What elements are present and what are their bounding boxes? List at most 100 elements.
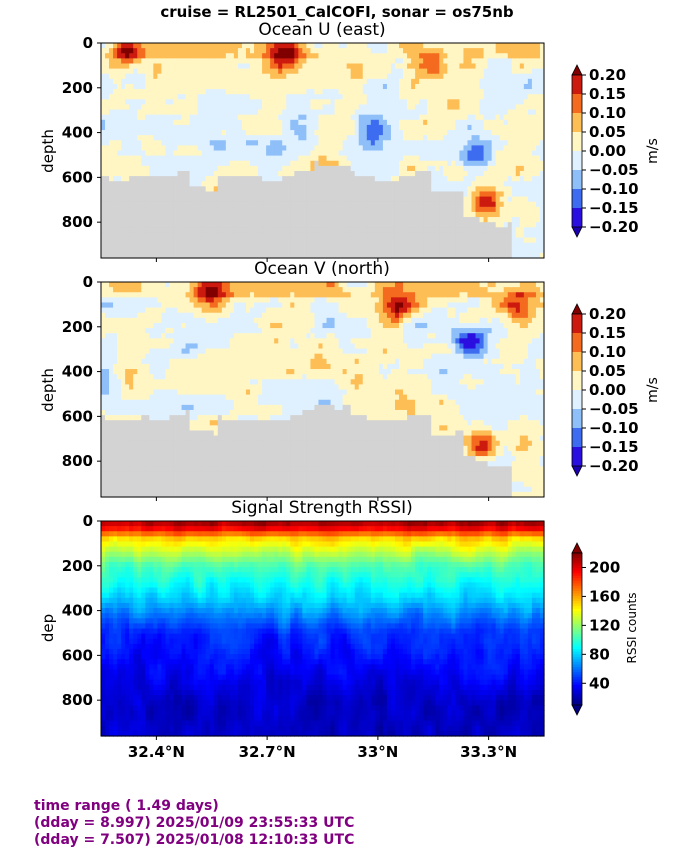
heatmap-cell	[233, 222, 239, 228]
heatmap-cell	[342, 150, 348, 157]
heatmap-cell	[113, 435, 118, 442]
heatmap-cell	[225, 160, 231, 167]
heatmap-cell	[403, 104, 408, 111]
heatmap-cell	[350, 124, 356, 131]
heatmap-cell	[165, 155, 171, 162]
heatmap-cell	[101, 486, 106, 493]
heatmap-cell	[125, 466, 130, 473]
heatmap-cell	[386, 83, 392, 90]
heatmap-cell	[491, 73, 497, 80]
heatmap-cell	[318, 155, 324, 162]
heatmap-cell	[362, 217, 368, 223]
heatmap-cell	[330, 119, 336, 126]
heatmap-cell	[338, 201, 344, 208]
heatmap-cell	[394, 252, 400, 259]
heatmap-cell	[535, 140, 541, 146]
heatmap-cell	[125, 369, 130, 375]
heatmap-cell	[455, 109, 461, 116]
heatmap-cell	[382, 206, 388, 213]
heatmap-cell	[262, 68, 267, 75]
heatmap-cell	[390, 145, 396, 152]
heatmap-cell	[362, 176, 368, 182]
heatmap-cell	[105, 394, 110, 401]
heatmap-cell	[523, 145, 529, 152]
heatmap-cell	[310, 145, 316, 152]
heatmap-cell	[350, 165, 356, 172]
heatmap-cell	[539, 155, 545, 162]
heatmap-cell	[149, 227, 154, 234]
heatmap-cell	[539, 109, 545, 116]
heatmap-cell	[527, 63, 533, 70]
heatmap-cell	[374, 222, 380, 228]
heatmap-cell	[245, 242, 251, 249]
heatmap-cell	[173, 73, 179, 80]
heatmap-cell	[129, 181, 134, 187]
heatmap-cell	[346, 48, 352, 54]
heatmap-cell	[233, 73, 239, 80]
heatmap-cell	[278, 94, 283, 100]
heatmap-cell	[334, 63, 340, 70]
heatmap-cell	[113, 104, 118, 111]
heatmap-cell	[306, 68, 312, 75]
heatmap-cell	[149, 176, 154, 182]
heatmap-cell	[117, 312, 122, 319]
heatmap-cell	[310, 252, 316, 259]
heatmap-cell	[165, 53, 171, 59]
heatmap-cell	[463, 43, 469, 49]
heatmap-cell	[101, 322, 106, 329]
heatmap-cell	[382, 48, 388, 54]
heatmap-cell	[419, 170, 424, 177]
heatmap-cell	[511, 68, 517, 75]
heatmap-cell	[487, 181, 493, 187]
heatmap-cell	[201, 227, 207, 234]
heatmap-cell	[419, 217, 424, 223]
heatmap-cell	[294, 201, 299, 208]
heatmap-cell	[225, 43, 231, 49]
heatmap-cell	[507, 176, 513, 182]
heatmap-cell	[411, 48, 416, 54]
panel-title-ocean-u: Ocean U (east)	[258, 20, 385, 40]
heatmap-cell	[515, 58, 521, 65]
heatmap-cell	[326, 130, 332, 136]
heatmap-cell	[491, 155, 497, 162]
heatmap-cell	[278, 165, 283, 172]
heatmap-cell	[523, 63, 529, 70]
heatmap-cell	[117, 307, 122, 314]
heatmap-cell	[399, 53, 404, 59]
heatmap-cell	[213, 73, 219, 80]
heatmap-cell	[491, 252, 497, 259]
heatmap-cell	[205, 83, 211, 90]
heatmap-cell	[262, 237, 267, 244]
heatmap-cell	[298, 247, 303, 254]
heatmap-cell	[286, 53, 291, 59]
heatmap-cell	[318, 43, 324, 49]
heatmap-cell	[382, 217, 388, 223]
heatmap-cell	[294, 78, 299, 85]
heatmap-cell	[330, 43, 336, 49]
heatmap-cell	[487, 160, 493, 167]
heatmap-cell	[221, 109, 227, 116]
heatmap-cell	[181, 222, 187, 228]
heatmap-cell	[382, 109, 388, 116]
heatmap-cell	[419, 227, 424, 234]
heatmap-cell	[149, 201, 154, 208]
heatmap-cell	[282, 124, 287, 131]
heatmap-cell	[443, 124, 448, 131]
heatmap-cell	[165, 145, 171, 152]
heatmap-cell	[133, 109, 138, 116]
heatmap-cell	[354, 73, 360, 80]
heatmap-cell	[503, 63, 509, 70]
heatmap-cell	[443, 53, 448, 59]
heatmap-cell	[455, 135, 461, 141]
heatmap-cell	[539, 140, 545, 146]
heatmap-cell	[193, 73, 199, 80]
heatmap-cell	[507, 232, 513, 239]
heatmap-cell	[149, 63, 154, 70]
heatmap-cell	[531, 191, 537, 198]
heatmap-cell	[165, 252, 171, 259]
heatmap-cell	[129, 160, 134, 167]
heatmap-cell	[237, 135, 243, 141]
heatmap-cell	[270, 94, 275, 100]
heatmap-cell	[278, 155, 283, 162]
heatmap-cell	[310, 222, 316, 228]
